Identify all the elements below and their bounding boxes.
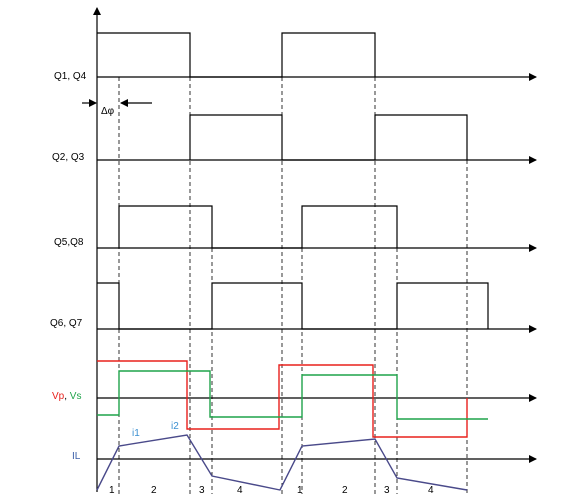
interval-label: 2 bbox=[342, 485, 348, 496]
label-vs: Vs bbox=[70, 391, 82, 402]
vs-waveform bbox=[97, 370, 488, 420]
q5q8-pulse-train bbox=[118, 205, 398, 249]
current-point-i1: i1 bbox=[132, 428, 140, 439]
label-q2q3: Q2, Q3 bbox=[52, 152, 85, 163]
interval-label: 3 bbox=[199, 485, 205, 496]
interval-label: 3 bbox=[384, 485, 390, 496]
label-q1q4: Q1, Q4 bbox=[54, 71, 87, 82]
label-vp-vs: Vp, Vs bbox=[52, 391, 81, 402]
interval-label: 1 bbox=[109, 485, 115, 496]
il-waveform bbox=[96, 434, 468, 491]
label-il: IL bbox=[72, 451, 81, 462]
label-q6q7: Q6, Q7 bbox=[50, 318, 83, 329]
q2q3-pulse-train bbox=[189, 114, 468, 161]
interval-label: 1 bbox=[297, 485, 303, 496]
vp-waveform bbox=[97, 360, 468, 438]
label-q5q8: Q5,Q8 bbox=[54, 237, 84, 248]
label-vp: Vp bbox=[52, 391, 65, 402]
label-comma: , bbox=[64, 391, 70, 402]
interval-label: 4 bbox=[428, 485, 434, 496]
q1q4-pulse-train bbox=[97, 32, 376, 78]
q6q7-pulse-train bbox=[97, 282, 489, 330]
current-point-i2: i2 bbox=[171, 421, 179, 432]
interval-label: 4 bbox=[237, 485, 243, 496]
phase-shift-label: Δφ bbox=[101, 106, 115, 117]
interval-label: 2 bbox=[151, 485, 157, 496]
